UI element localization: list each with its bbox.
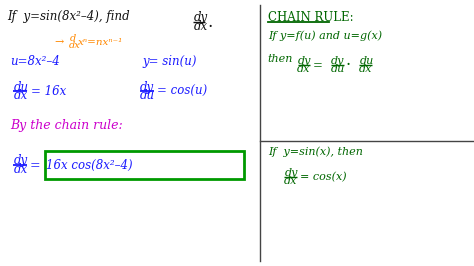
Text: = 16x: = 16x xyxy=(31,85,66,98)
Text: du: du xyxy=(13,81,28,94)
Text: =: = xyxy=(29,159,40,172)
Text: dy: dy xyxy=(284,168,298,178)
Text: = cos(x): = cos(x) xyxy=(300,172,346,182)
Text: dy: dy xyxy=(13,155,27,167)
Text: du: du xyxy=(359,56,374,66)
Text: dx: dx xyxy=(359,64,372,74)
Text: dx: dx xyxy=(297,64,310,74)
Text: dx: dx xyxy=(283,176,297,186)
Text: then: then xyxy=(268,53,293,64)
Text: = cos(u): = cos(u) xyxy=(157,85,208,98)
Text: du: du xyxy=(140,89,155,102)
Text: dx: dx xyxy=(13,163,27,176)
Text: du: du xyxy=(330,64,345,74)
Text: =: = xyxy=(312,59,322,72)
Text: By the chain rule:: By the chain rule: xyxy=(10,119,123,131)
Text: dy: dy xyxy=(298,56,311,66)
Text: dy: dy xyxy=(193,11,208,24)
Text: dy: dy xyxy=(140,81,154,94)
Text: ·: · xyxy=(346,57,351,74)
Text: dy: dy xyxy=(331,56,344,66)
Text: dx: dx xyxy=(69,41,81,50)
Text: If  y=sin(x), then: If y=sin(x), then xyxy=(268,146,363,157)
Text: .: . xyxy=(207,14,212,31)
Text: If y=f(u) and u=g(x): If y=f(u) and u=g(x) xyxy=(268,31,382,41)
Text: d: d xyxy=(70,34,76,43)
Text: CHAIN RULE:: CHAIN RULE: xyxy=(268,11,354,24)
Text: xⁿ=nxⁿ⁻¹: xⁿ=nxⁿ⁻¹ xyxy=(78,38,123,47)
Text: u=8x²–4: u=8x²–4 xyxy=(10,55,60,68)
Text: dx: dx xyxy=(13,89,27,102)
Text: y= sin(u): y= sin(u) xyxy=(142,55,197,68)
Text: 16x cos(8x²–4): 16x cos(8x²–4) xyxy=(46,159,133,172)
Text: If  y=sin(8x²–4), find: If y=sin(8x²–4), find xyxy=(7,10,130,23)
Text: →: → xyxy=(55,37,64,47)
Text: dx: dx xyxy=(193,20,208,33)
